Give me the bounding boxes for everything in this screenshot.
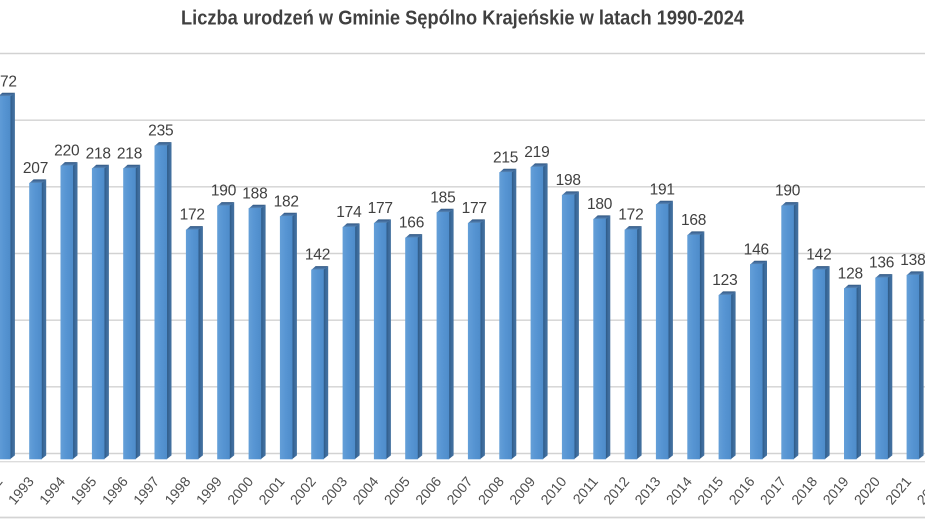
svg-text:174: 174 xyxy=(336,204,362,221)
svg-text:272: 272 xyxy=(0,73,17,90)
svg-text:136: 136 xyxy=(869,255,894,272)
svg-text:180: 180 xyxy=(587,196,613,213)
svg-text:235: 235 xyxy=(148,123,173,140)
svg-text:166: 166 xyxy=(399,215,424,232)
svg-text:185: 185 xyxy=(430,189,455,206)
svg-text:138: 138 xyxy=(900,252,925,269)
svg-text:172: 172 xyxy=(180,207,205,224)
svg-text:146: 146 xyxy=(744,241,769,258)
svg-text:172: 172 xyxy=(618,207,643,224)
svg-text:123: 123 xyxy=(712,272,737,289)
svg-text:219: 219 xyxy=(524,144,549,161)
svg-text:142: 142 xyxy=(806,247,831,264)
svg-text:190: 190 xyxy=(775,183,801,200)
svg-text:177: 177 xyxy=(368,200,393,217)
svg-text:188: 188 xyxy=(242,185,267,202)
svg-text:218: 218 xyxy=(117,145,142,162)
svg-text:128: 128 xyxy=(838,265,863,282)
svg-text:198: 198 xyxy=(556,172,581,189)
svg-text:182: 182 xyxy=(274,193,299,210)
svg-text:190: 190 xyxy=(211,183,237,200)
svg-text:215: 215 xyxy=(493,149,518,166)
svg-text:Liczba urodzeń w Gminie Sępóln: Liczba urodzeń w Gminie Sępólno Krajeńsk… xyxy=(181,8,745,30)
svg-text:2022: 2022 xyxy=(913,473,925,507)
svg-text:191: 191 xyxy=(650,181,675,198)
svg-text:207: 207 xyxy=(23,160,48,177)
svg-text:220: 220 xyxy=(54,143,80,160)
svg-text:168: 168 xyxy=(681,212,706,229)
svg-text:177: 177 xyxy=(462,200,487,217)
svg-text:142: 142 xyxy=(305,247,330,264)
svg-text:218: 218 xyxy=(86,145,111,162)
